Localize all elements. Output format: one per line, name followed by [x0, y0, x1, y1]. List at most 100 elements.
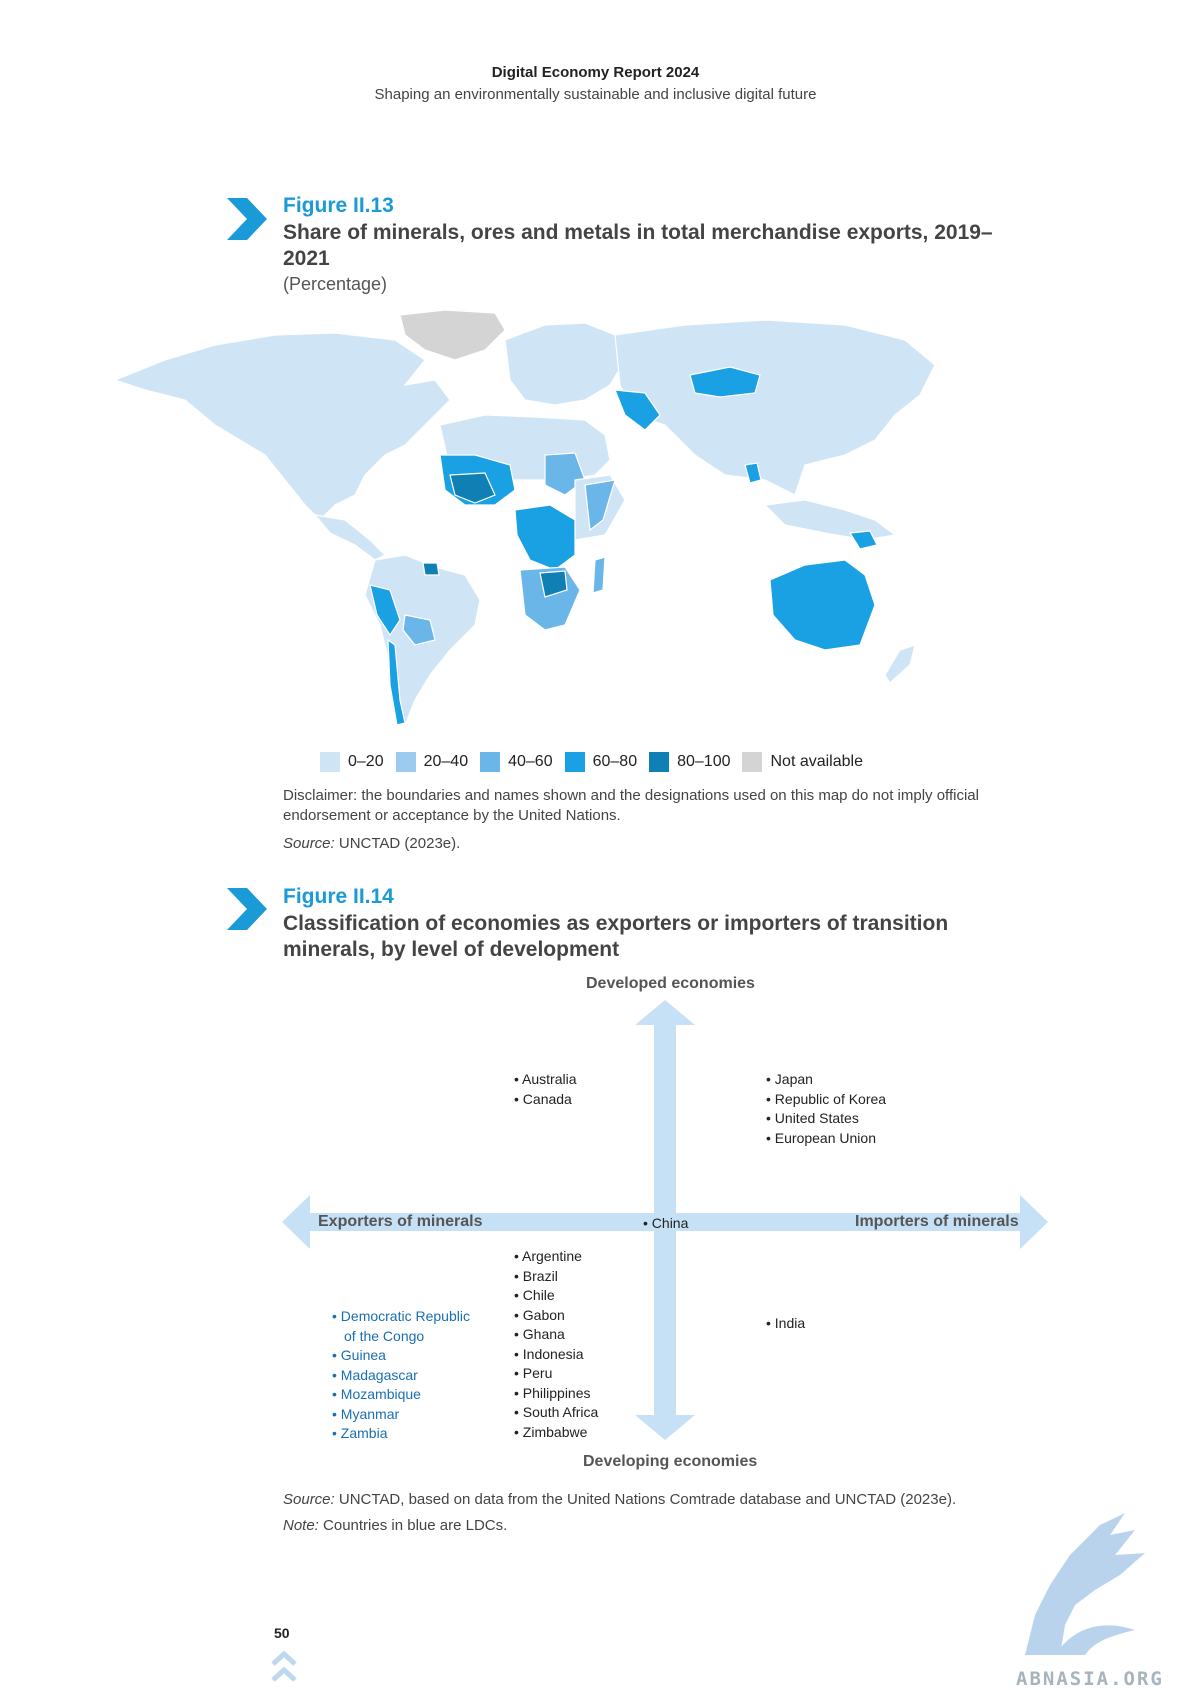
list-item: of the Congo	[344, 1327, 425, 1344]
map-greenland	[399, 309, 506, 361]
list-item: • Gabon	[514, 1306, 565, 1323]
map-west-africa-dark	[449, 472, 496, 504]
figure-13-unit: (Percentage)	[283, 274, 388, 294]
map-central-asia	[614, 389, 661, 431]
chevron-right-icon	[227, 198, 267, 240]
map-madagascar	[592, 556, 606, 594]
watermark-text: ABNASIA.ORG	[1016, 1668, 1164, 1690]
axis-label-left: Exporters of minerals	[318, 1213, 483, 1230]
source-label: Source:	[283, 835, 335, 852]
legend-label: 60–80	[592, 753, 638, 770]
figure-13-title: Share of minerals, ores and metals in to…	[283, 221, 993, 270]
chevron-right-icon	[227, 888, 267, 930]
legend-item-80-100: 80–100	[649, 752, 730, 772]
legend-label: 40–60	[508, 753, 553, 770]
report-subtitle: Shaping an environmentally sustainable a…	[374, 86, 817, 103]
developed-importers-list: • Japan • Republic of Korea • United Sta…	[766, 1070, 886, 1148]
list-item: • Japan	[766, 1071, 813, 1087]
list-item: • Guinea	[332, 1347, 386, 1363]
axis-label-right: Importers of minerals	[855, 1213, 1019, 1230]
list-item: • Zambia	[332, 1425, 388, 1441]
developing-importers-list: • India	[766, 1314, 805, 1334]
source-text: UNCTAD, based on data from the United Na…	[334, 1491, 957, 1508]
list-item: • Indonesia	[514, 1345, 584, 1362]
page-number: 50	[274, 1625, 290, 1641]
legend-label: 0–20	[348, 753, 384, 770]
list-item: • Republic of Korea	[766, 1090, 887, 1107]
map-legend: 0–20 20–40 40–60 60–80 80–100 Not availa…	[320, 752, 875, 772]
map-australia	[769, 559, 876, 651]
list-item: • Mozambique	[332, 1386, 421, 1402]
legend-swatch	[742, 752, 763, 772]
legend-item-not-available: Not available	[742, 752, 863, 772]
map-laos	[744, 462, 762, 484]
list-item: • United States	[766, 1110, 859, 1126]
quadrant-axes	[282, 1000, 1048, 1440]
legend-item-40-60: 40–60	[480, 752, 553, 772]
list-item: • Canada	[514, 1090, 572, 1107]
map-suriname	[422, 562, 440, 576]
map-papua	[848, 530, 878, 550]
legend-label: 20–40	[423, 753, 469, 770]
developing-exporters-list: • Argentine • Brazil • Chile • Gabon • G…	[514, 1247, 598, 1442]
watermark-logo	[1025, 1513, 1145, 1655]
map-north-america	[113, 332, 451, 521]
legend-swatch	[649, 752, 670, 772]
map-central-america	[313, 514, 387, 561]
list-item: • Brazil	[514, 1267, 558, 1284]
list-item: • Australia	[514, 1071, 577, 1087]
list-item: • Myanmar	[332, 1405, 400, 1422]
list-item: • Madagascar	[332, 1366, 418, 1383]
map-bolivia-paraguay	[402, 614, 436, 646]
note-label: Note:	[283, 1517, 319, 1534]
legend-item-60-80: 60–80	[564, 752, 638, 772]
map-zambia	[539, 570, 568, 598]
double-chevron-up-icon	[271, 1650, 297, 1682]
legend-item-0-20: 0–20	[320, 752, 384, 772]
map-sea-islands	[763, 499, 897, 541]
legend-label: Not available	[770, 753, 863, 770]
source-text: UNCTAD (2023e).	[334, 835, 461, 852]
axis-label-bottom: Developing economies	[583, 1453, 758, 1470]
list-item: • Zimbabwe	[514, 1423, 588, 1440]
list-item: • Peru	[514, 1365, 553, 1381]
world-map	[113, 309, 936, 727]
legend-swatch	[320, 752, 340, 772]
legend-swatch	[395, 752, 416, 772]
legend-label: 80–100	[677, 753, 731, 770]
map-peru	[369, 584, 401, 637]
horizontal-axis-arrow	[282, 1195, 1048, 1249]
map-europe	[504, 322, 626, 406]
developed-exporters-list: • Australia • Canada	[514, 1070, 577, 1109]
axis-label-top: Developed economies	[586, 975, 755, 992]
figure-14-source: Source: UNCTAD, based on data from the U…	[283, 1490, 956, 1510]
figure-13-source: Source: UNCTAD (2023e).	[283, 834, 460, 854]
figure-14-title: Classification of economies as exporters…	[283, 912, 949, 961]
figure-14-note: Note: Countries in blue are LDCs.	[283, 1516, 507, 1536]
map-asia	[614, 319, 936, 496]
list-item: • Chile	[514, 1287, 555, 1303]
list-item: • European Union	[766, 1129, 876, 1146]
legend-swatch	[564, 752, 585, 772]
map-mongolia	[689, 366, 761, 398]
ldc-exporters-list: • Democratic Republic of the Congo • Gui…	[332, 1307, 470, 1444]
map-chile	[387, 638, 406, 726]
list-item: • Democratic Republic	[332, 1308, 470, 1324]
legend-swatch	[480, 752, 501, 772]
map-disclaimer: Disclaimer: the boundaries and names sho…	[283, 787, 979, 824]
source-label: Source:	[283, 1491, 335, 1508]
figure-13-label: Figure II.13	[283, 194, 394, 217]
list-item: • Ghana	[514, 1326, 565, 1342]
map-new-zealand	[884, 644, 916, 684]
report-title: Digital Economy Report 2024	[491, 64, 700, 81]
map-central-africa	[514, 504, 576, 571]
list-item: • South Africa	[514, 1404, 599, 1420]
legend-item-20-40: 20–40	[395, 752, 469, 772]
figure-14-label: Figure II.14	[283, 885, 394, 908]
map-ethiopia-somalia	[584, 479, 616, 532]
list-item: • Philippines	[514, 1384, 591, 1401]
list-item: • Argentine	[514, 1248, 582, 1264]
list-item: • India	[766, 1315, 806, 1331]
note-text: Countries in blue are LDCs.	[318, 1517, 508, 1534]
center-economy: • China	[643, 1215, 689, 1231]
